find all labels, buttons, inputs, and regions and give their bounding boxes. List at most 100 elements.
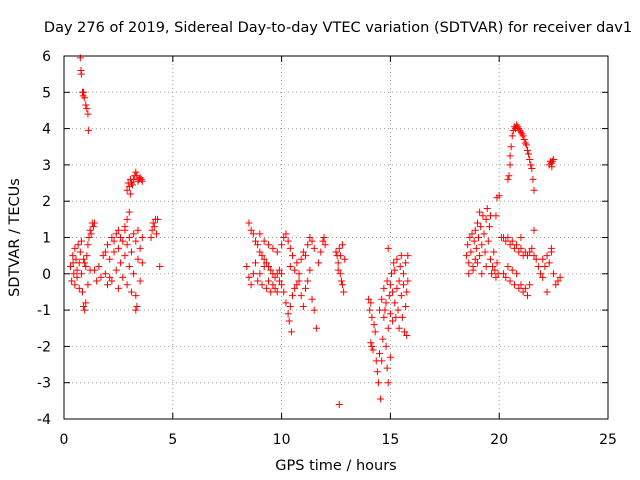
data-point <box>528 244 536 252</box>
data-point <box>275 277 283 285</box>
data-point <box>506 161 514 169</box>
data-point <box>545 259 553 267</box>
data-point <box>80 88 88 96</box>
data-point <box>69 259 77 267</box>
data-point <box>251 259 259 267</box>
data-point <box>288 292 296 300</box>
data-point <box>82 101 90 109</box>
data-point <box>310 244 318 252</box>
data-point <box>93 277 101 285</box>
data-point <box>383 364 391 372</box>
data-point <box>265 277 273 285</box>
data-point <box>87 230 95 238</box>
data-point <box>85 234 93 241</box>
data-point <box>502 237 510 245</box>
y-axis-label: SDTVAR / TECUs <box>7 178 23 297</box>
data-point <box>104 281 112 289</box>
data-point <box>123 241 131 249</box>
data-point <box>297 292 305 300</box>
data-point <box>80 302 88 310</box>
data-point <box>521 139 529 147</box>
data-point <box>149 219 157 227</box>
data-point <box>302 252 310 260</box>
y-tick-label: 6 <box>42 49 51 65</box>
data-point <box>368 342 376 350</box>
data-point <box>378 295 386 303</box>
data-point <box>387 270 395 278</box>
data-point <box>502 273 510 281</box>
data-point <box>399 281 407 289</box>
data-point <box>549 157 557 165</box>
data-point <box>304 241 312 249</box>
data-point <box>101 270 109 278</box>
data-point <box>367 299 375 307</box>
data-point <box>81 94 89 102</box>
data-point <box>127 179 135 187</box>
data-point <box>481 248 489 256</box>
y-tick-label: -3 <box>37 376 51 392</box>
data-point <box>108 234 116 241</box>
data-point <box>114 284 122 292</box>
data-point <box>136 244 144 252</box>
x-tick-label: 10 <box>273 432 291 448</box>
data-point <box>550 270 558 278</box>
data-point <box>515 284 523 292</box>
data-point <box>69 252 77 260</box>
data-point <box>473 259 481 267</box>
x-tick-label: 0 <box>60 432 69 448</box>
data-point <box>514 123 522 131</box>
data-point <box>383 277 391 285</box>
data-point <box>110 248 118 256</box>
data-point <box>154 215 162 223</box>
data-point <box>389 317 397 325</box>
data-point <box>334 266 342 274</box>
grid <box>64 56 608 419</box>
data-point <box>71 244 79 252</box>
data-point <box>302 284 310 292</box>
data-point <box>550 155 558 163</box>
data-point <box>552 281 560 289</box>
data-point <box>132 168 140 176</box>
data-point <box>386 281 394 289</box>
data-point <box>539 255 547 263</box>
data-point <box>251 237 259 245</box>
data-point <box>476 208 484 216</box>
data-point <box>74 241 82 249</box>
data-point <box>271 284 279 292</box>
data-point <box>254 241 262 249</box>
data-point <box>68 277 76 285</box>
data-point <box>392 313 400 321</box>
data-point <box>491 266 499 274</box>
data-point <box>256 230 264 238</box>
data-point <box>371 328 379 336</box>
data-point <box>395 277 403 285</box>
y-tick-label: 2 <box>42 194 51 210</box>
data-point <box>508 266 516 274</box>
data-point <box>310 306 318 314</box>
data-point <box>397 252 405 260</box>
data-point <box>275 266 283 274</box>
data-point <box>247 226 255 234</box>
data-point <box>125 208 133 216</box>
data-point <box>293 259 301 267</box>
data-point <box>137 175 145 183</box>
x-axis-label: GPS time / hours <box>275 458 396 474</box>
data-point <box>89 223 97 231</box>
data-point <box>265 241 273 249</box>
data-point <box>548 163 556 171</box>
data-point <box>506 241 514 249</box>
data-point <box>247 281 255 289</box>
data-point <box>336 252 344 260</box>
data-point <box>136 174 144 182</box>
data-point <box>473 219 481 227</box>
data-point <box>517 128 525 136</box>
data-point <box>273 248 281 256</box>
data-point <box>297 255 305 263</box>
data-point <box>119 273 127 281</box>
data-point <box>539 273 547 281</box>
data-point <box>478 241 486 249</box>
data-point <box>404 277 412 285</box>
data-point <box>399 270 407 278</box>
data-point <box>489 263 497 271</box>
data-point <box>117 259 125 267</box>
